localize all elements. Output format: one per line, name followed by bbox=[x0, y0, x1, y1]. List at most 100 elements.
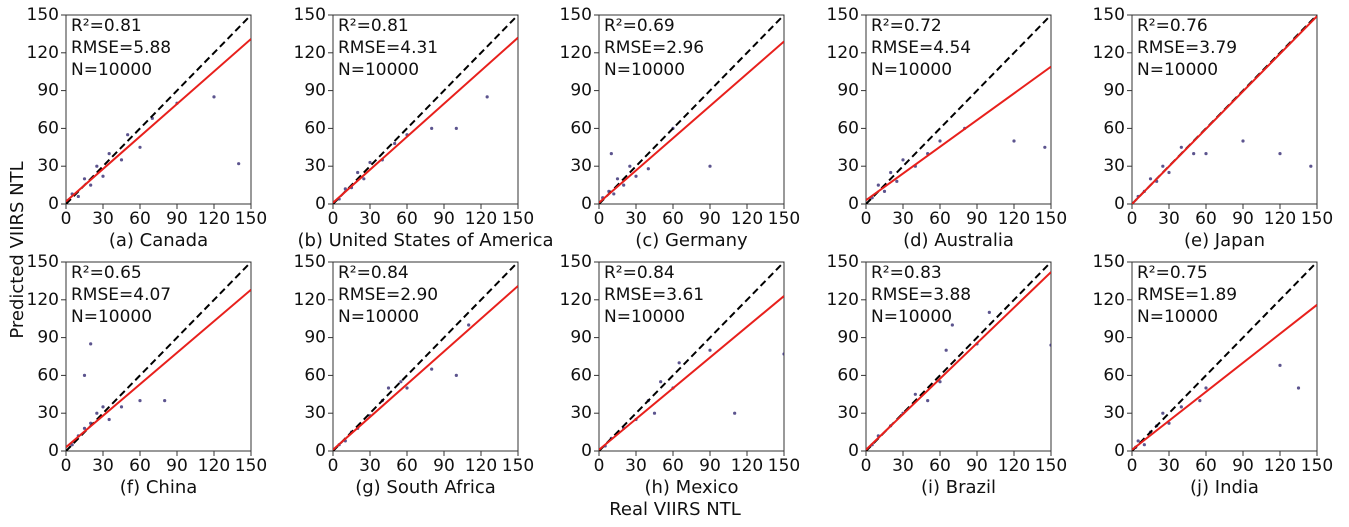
scatter-point bbox=[1204, 152, 1208, 156]
x-tick-label: 120 bbox=[731, 456, 763, 476]
y-tick-label: 30 bbox=[304, 403, 326, 423]
y-tick-label: 90 bbox=[570, 81, 592, 101]
x-tick-label: 60 bbox=[129, 209, 151, 229]
scatter-point bbox=[362, 177, 366, 181]
x-tick-label: 30 bbox=[892, 209, 914, 229]
scatter-point bbox=[708, 164, 712, 168]
y-tick-label: 90 bbox=[837, 328, 859, 348]
scatter-point bbox=[95, 411, 99, 415]
x-tick-label: 0 bbox=[61, 456, 72, 476]
y-tick-label: 90 bbox=[304, 81, 326, 101]
scatter-point bbox=[622, 183, 626, 187]
x-tick-label: 90 bbox=[433, 209, 455, 229]
y-tick-label: 30 bbox=[1103, 156, 1125, 176]
y-tick-label: 150 bbox=[1093, 5, 1125, 25]
x-tick-label: 0 bbox=[861, 456, 872, 476]
y-tick-label: 0 bbox=[48, 441, 59, 461]
scatter-point bbox=[1012, 139, 1016, 143]
scatter-point bbox=[652, 411, 657, 415]
x-tick-label: 30 bbox=[92, 456, 114, 476]
plot-content bbox=[599, 262, 784, 451]
x-tick-label: 60 bbox=[662, 209, 684, 229]
y-tick-label: 90 bbox=[837, 81, 859, 101]
scatter-point bbox=[237, 162, 241, 166]
plot-content bbox=[333, 15, 518, 204]
scatter-point bbox=[119, 405, 124, 409]
x-tick-label: 60 bbox=[929, 456, 951, 476]
x-tick-label: 90 bbox=[1232, 456, 1254, 476]
fit-line bbox=[866, 271, 1051, 451]
scatter-point bbox=[889, 170, 893, 175]
y-tick-label: 0 bbox=[1114, 441, 1125, 461]
scatter-point bbox=[356, 170, 360, 175]
scatter-point bbox=[782, 352, 784, 356]
x-tick-label: 120 bbox=[998, 456, 1030, 476]
scatter-point bbox=[386, 386, 391, 390]
subplot-title: (e) Japan bbox=[1184, 230, 1265, 251]
fit-line bbox=[66, 288, 251, 448]
scatter-point bbox=[212, 95, 216, 99]
x-tick-label: 90 bbox=[699, 456, 721, 476]
x-tick-label: 90 bbox=[166, 456, 188, 476]
scatter-point bbox=[76, 194, 80, 199]
y-tick-label: 120 bbox=[827, 290, 859, 310]
x-tick-label: 30 bbox=[892, 456, 914, 476]
scatter-point bbox=[454, 373, 458, 377]
plot-frame bbox=[332, 14, 519, 205]
x-tick-label: 60 bbox=[1195, 456, 1217, 476]
scatter-point bbox=[1148, 177, 1153, 181]
y-tick-label: 30 bbox=[304, 156, 326, 176]
annotation: RMSE=2.90 bbox=[338, 285, 438, 305]
y-tick-label: 90 bbox=[570, 328, 592, 348]
annotation: R²=0.65 bbox=[71, 263, 142, 283]
annotation: R²=0.76 bbox=[1137, 16, 1208, 36]
annotation: R²=0.81 bbox=[338, 16, 409, 36]
annotation: R²=0.72 bbox=[871, 16, 942, 36]
annotation: R²=0.84 bbox=[338, 263, 409, 283]
scatter-point bbox=[659, 380, 663, 384]
annotation: N=10000 bbox=[338, 307, 419, 327]
scatter-point bbox=[82, 177, 87, 181]
y-tick-label: 120 bbox=[27, 43, 59, 63]
y-tick-label: 150 bbox=[27, 5, 59, 25]
y-tick-label: 60 bbox=[1103, 365, 1125, 385]
scatter-point bbox=[119, 158, 124, 162]
x-tick-label: 150 bbox=[1035, 209, 1067, 229]
scatter-point bbox=[1161, 164, 1165, 168]
scatter-point bbox=[913, 392, 917, 396]
y-axis-label: Predicted VIIRS NTL bbox=[7, 161, 28, 338]
scatter-point bbox=[1198, 399, 1202, 403]
scatter-point bbox=[454, 126, 458, 130]
plot-content bbox=[66, 262, 251, 451]
y-tick-label: 60 bbox=[1103, 118, 1125, 138]
scatter-point bbox=[628, 164, 632, 168]
scatter-point bbox=[612, 192, 616, 196]
fit-line bbox=[66, 38, 251, 203]
scatter-point bbox=[708, 348, 712, 352]
y-tick-label: 120 bbox=[1093, 290, 1125, 310]
x-tick-label: 30 bbox=[1158, 456, 1180, 476]
annotation: R²=0.81 bbox=[71, 16, 142, 36]
scatter-point bbox=[1179, 145, 1183, 149]
plot-frame bbox=[332, 261, 519, 452]
x-tick-label: 150 bbox=[502, 456, 534, 476]
x-tick-label: 30 bbox=[359, 456, 381, 476]
y-tick-label: 60 bbox=[304, 118, 326, 138]
scatter-point bbox=[944, 348, 948, 352]
scatter-point bbox=[1179, 405, 1183, 409]
y-tick-label: 30 bbox=[837, 403, 859, 423]
scatter-point bbox=[901, 158, 905, 162]
annotation: RMSE=2.96 bbox=[604, 38, 704, 58]
x-tick-label: 0 bbox=[861, 209, 872, 229]
x-tick-label: 120 bbox=[198, 456, 230, 476]
scatter-point bbox=[405, 386, 409, 390]
plot-content bbox=[1132, 15, 1317, 204]
plot-frame bbox=[598, 14, 785, 205]
scatter-point bbox=[1309, 164, 1313, 168]
scatter-point bbox=[646, 167, 650, 171]
scatter-point bbox=[1161, 411, 1165, 415]
y-tick-label: 120 bbox=[827, 43, 859, 63]
y-tick-label: 150 bbox=[827, 5, 859, 25]
